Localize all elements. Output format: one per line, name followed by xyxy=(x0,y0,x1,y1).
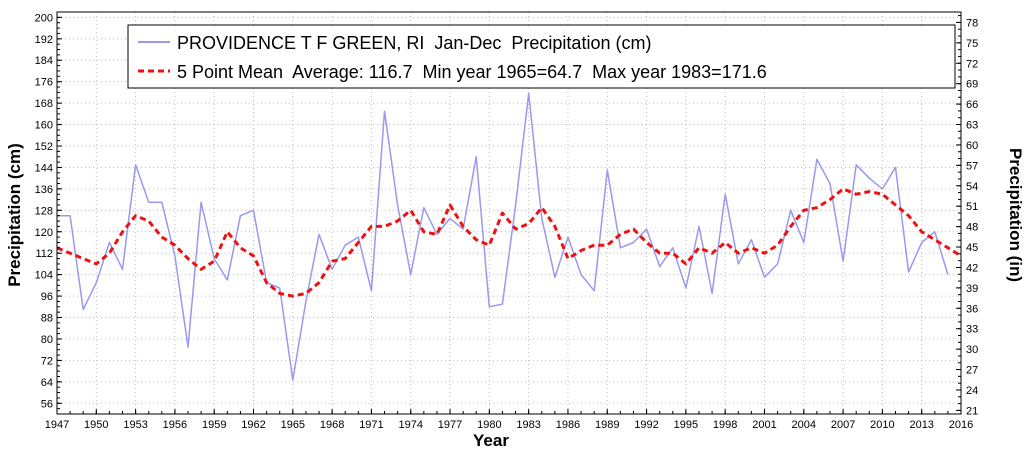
y-tick-label-left: 128 xyxy=(35,205,53,217)
y-tick-label-right: 30 xyxy=(966,344,978,356)
y-tick-label-right: 63 xyxy=(966,120,978,132)
x-tick-label: 2010 xyxy=(870,419,894,431)
x-tick-label: 1950 xyxy=(84,419,108,431)
y-tick-label-right: 75 xyxy=(966,38,978,50)
y-tick-label-left: 120 xyxy=(35,227,53,239)
x-tick-label: 1992 xyxy=(634,419,658,431)
y-tick-label-right: 54 xyxy=(966,181,978,193)
x-tick-label: 2007 xyxy=(831,419,855,431)
x-tick-label: 1956 xyxy=(163,419,187,431)
x-tick-label: 1983 xyxy=(516,419,540,431)
y-tick-label-right: 69 xyxy=(966,79,978,91)
x-tick-label: 1965 xyxy=(281,419,305,431)
y-tick-label-right: 48 xyxy=(966,222,978,234)
x-tick-label: 2004 xyxy=(792,419,816,431)
legend-label-raw: PROVIDENCE T F GREEN, RI Jan-Dec Precipi… xyxy=(177,33,651,53)
x-tick-label: 1962 xyxy=(241,419,265,431)
y-tick-label-left: 200 xyxy=(35,12,53,24)
x-tick-label: 1986 xyxy=(556,419,580,431)
axis-ticks: 56 64 72 80 88 96 104 112 120 128 136 144 152 160 168 1… xyxy=(35,11,978,431)
legend-label-mean: 5 Point Mean Average: 116.7 Min year 196… xyxy=(177,62,767,82)
x-tick-label: 1971 xyxy=(359,419,383,431)
y-tick-label-right: 57 xyxy=(966,160,978,172)
y-tick-label-right: 27 xyxy=(966,365,978,377)
y-tick-label-right: 66 xyxy=(966,99,978,111)
y-tick-label-left: 160 xyxy=(35,120,53,132)
y-tick-label-left: 88 xyxy=(41,313,53,325)
series-layer xyxy=(56,92,962,381)
x-tick-label: 1953 xyxy=(123,419,147,431)
x-tick-label: 1980 xyxy=(477,419,501,431)
y-tick-label-left: 56 xyxy=(41,398,53,410)
legend: PROVIDENCE T F GREEN, RI Jan-Dec Precipi… xyxy=(127,24,956,89)
y-axis-title-right: Precipitation (in) xyxy=(1006,148,1024,282)
series-line-5-point-mean xyxy=(56,187,962,298)
y-tick-label-right: 36 xyxy=(966,303,978,315)
y-axis-title-left: Precipitation (cm) xyxy=(5,143,24,287)
y-tick-label-right: 45 xyxy=(966,242,978,254)
y-tick-label-left: 96 xyxy=(41,291,53,303)
y-tick-label-left: 184 xyxy=(35,55,53,67)
y-tick-label-left: 104 xyxy=(35,270,53,282)
y-tick-label-left: 80 xyxy=(41,334,53,346)
y-tick-label-right: 51 xyxy=(966,201,978,213)
y-tick-label-left: 136 xyxy=(35,184,53,196)
y-tick-label-left: 112 xyxy=(35,248,53,260)
y-tick-label-right: 33 xyxy=(966,324,978,336)
x-tick-label: 2001 xyxy=(752,419,776,431)
x-tick-label: 1968 xyxy=(320,419,344,431)
x-tick-label: 1998 xyxy=(713,419,737,431)
x-tick-label: 1989 xyxy=(595,419,619,431)
y-tick-label-left: 192 xyxy=(35,34,53,46)
y-tick-label-left: 64 xyxy=(41,377,53,389)
x-tick-label: 2016 xyxy=(949,419,973,431)
y-tick-label-left: 152 xyxy=(35,141,53,153)
legend-box xyxy=(127,24,956,89)
y-tick-label-right: 21 xyxy=(966,405,978,417)
y-tick-label-left: 168 xyxy=(35,98,53,110)
x-tick-label: 1959 xyxy=(202,419,226,431)
x-axis-title: Year xyxy=(473,431,509,450)
y-tick-label-right: 78 xyxy=(966,17,978,29)
x-tick-label: 1977 xyxy=(438,419,462,431)
series-line-annual-precipitation xyxy=(57,92,949,381)
y-tick-label-right: 24 xyxy=(966,385,978,397)
x-tick-label: 1974 xyxy=(398,419,422,431)
x-tick-label: 2013 xyxy=(909,419,933,431)
x-tick-label: 1995 xyxy=(674,419,698,431)
y-tick-label-right: 42 xyxy=(966,262,978,274)
y-tick-label-right: 60 xyxy=(966,140,978,152)
y-tick-label-left: 144 xyxy=(35,162,53,174)
y-tick-label-left: 176 xyxy=(35,77,53,89)
y-tick-label-right: 72 xyxy=(966,58,978,70)
y-tick-label-left: 72 xyxy=(41,355,53,367)
y-tick-label-right: 39 xyxy=(966,283,978,295)
x-tick-label: 1947 xyxy=(45,419,69,431)
